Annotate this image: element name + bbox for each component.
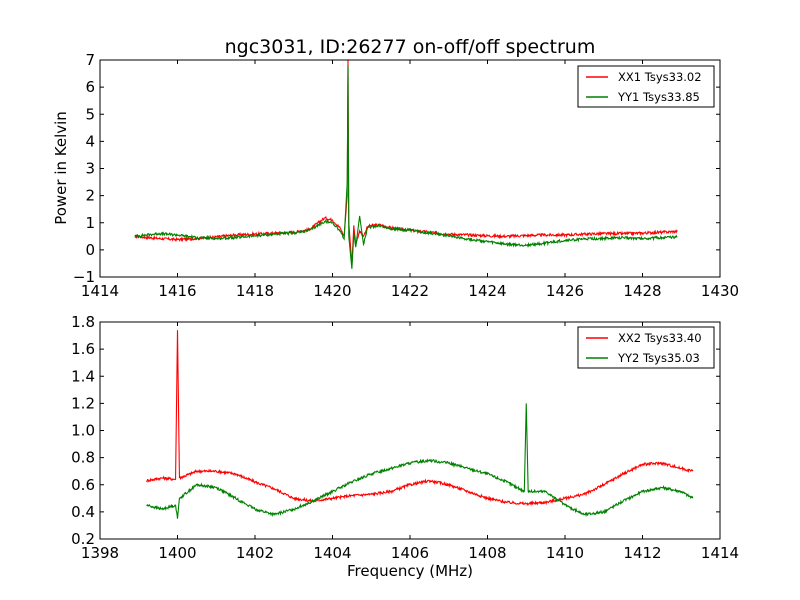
x-tick-label: 1422 xyxy=(391,282,429,300)
top-y-axis-label: Power in Kelvin xyxy=(52,111,70,225)
x-tick-label: 1418 xyxy=(236,282,274,300)
y-tick-label: 0 xyxy=(85,241,95,259)
x-tick-label: 1430 xyxy=(701,282,739,300)
x-tick-label: 1398 xyxy=(81,544,119,562)
x-tick-label: 1404 xyxy=(313,544,351,562)
y-tick-label: 7 xyxy=(85,51,95,69)
x-tick-label: 1426 xyxy=(546,282,584,300)
y-tick-label: 1 xyxy=(85,214,95,232)
y-tick-label: 5 xyxy=(85,105,95,123)
chart-title: ngc3031, ID:26277 on-off/off spectrum xyxy=(225,36,596,58)
y-tick-label: 3 xyxy=(85,160,95,178)
bottom-x-axis-label: Frequency (MHz) xyxy=(347,562,473,580)
y-tick-label: 2 xyxy=(85,187,95,205)
y-tick-label: 0.2 xyxy=(71,530,95,548)
legend-label: XX1 Tsys33.02 xyxy=(618,70,702,84)
series-line-2 xyxy=(134,65,678,269)
x-tick-label: 1414 xyxy=(701,544,739,562)
y-tick-label: 1.0 xyxy=(71,422,95,440)
legend-label: YY1 Tsys33.85 xyxy=(617,90,700,104)
top-panel: 1414 1416 1418 1420 1422 1424 1426 1428 1430−101… xyxy=(73,51,739,300)
y-tick-label: 1.6 xyxy=(71,340,95,358)
y-tick-label: 1.4 xyxy=(71,367,95,385)
x-tick-label: 1428 xyxy=(623,282,661,300)
y-tick-label: 1.8 xyxy=(71,313,95,331)
y-tick-label: 0.4 xyxy=(71,503,95,521)
y-tick-label: 4 xyxy=(85,132,95,150)
series-line-2 xyxy=(146,403,694,519)
bottom-panel: 1398 1400 1402 1404 1406 1408 1410 1412 1414 0.2 0… xyxy=(71,313,739,562)
y-tick-label: 6 xyxy=(85,78,95,96)
legend-label: XX2 Tsys33.40 xyxy=(618,331,702,345)
y-tick-label: −1 xyxy=(73,268,95,286)
x-tick-label: 1424 xyxy=(468,282,506,300)
y-tick-label: 0.6 xyxy=(71,476,95,494)
legend-box xyxy=(577,326,715,369)
legend-box xyxy=(577,65,715,108)
x-tick-label: 1406 xyxy=(391,544,429,562)
x-tick-label: 1408 xyxy=(468,544,506,562)
series-line-1 xyxy=(146,330,694,507)
x-tick-label: 1402 xyxy=(236,544,274,562)
legend: XX1 Tsys33.02 YY1 Tsys33.85 xyxy=(577,65,715,108)
x-tick-label: 1400 xyxy=(158,544,196,562)
legend: XX2 Tsys33.40 YY2 Tsys35.03 xyxy=(577,326,715,369)
y-tick-label: 0.8 xyxy=(71,449,95,467)
legend-label: YY2 Tsys35.03 xyxy=(617,351,700,365)
x-tick-label: 1420 xyxy=(313,282,351,300)
y-tick-label: 1.2 xyxy=(71,394,95,412)
x-tick-label: 1416 xyxy=(158,282,196,300)
x-tick-label: 1412 xyxy=(623,544,661,562)
x-tick-label: 1414 xyxy=(81,282,119,300)
x-tick-label: 1410 xyxy=(546,544,584,562)
